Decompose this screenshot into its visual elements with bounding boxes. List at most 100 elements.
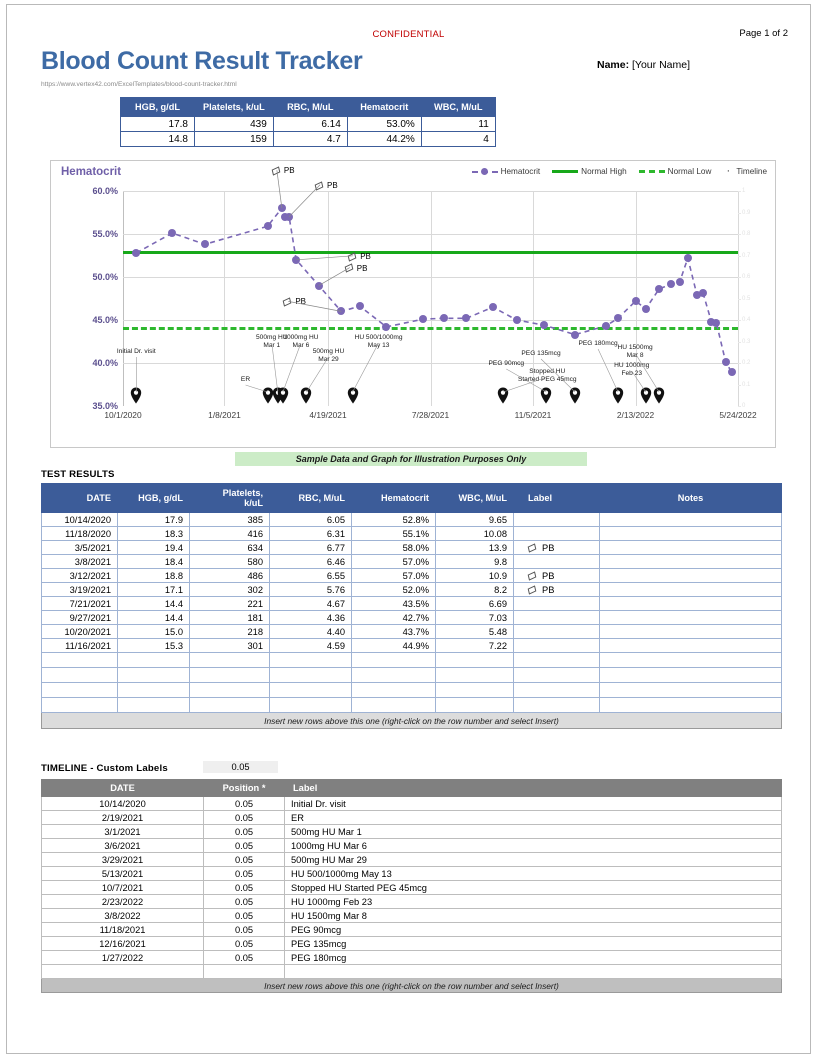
- result-date[interactable]: 3/19/2021: [41, 582, 118, 597]
- empty-cell[interactable]: [435, 652, 514, 668]
- empty-cell[interactable]: [351, 652, 436, 668]
- result-wbc[interactable]: 9.8: [435, 554, 514, 569]
- data-point[interactable]: [382, 322, 391, 331]
- th-timeline-position[interactable]: Position *: [203, 779, 285, 797]
- timeline-date[interactable]: 3/6/2021: [41, 838, 204, 853]
- data-point[interactable]: [201, 240, 209, 249]
- normal-high-rbc[interactable]: 6.14: [272, 116, 348, 132]
- result-hgb[interactable]: 17.9: [117, 512, 190, 527]
- normal-high-wbc[interactable]: 11: [420, 116, 496, 132]
- legend-item-timeline[interactable]: · Timeline: [723, 166, 767, 177]
- data-point[interactable]: [699, 289, 708, 298]
- result-platelets[interactable]: 302: [189, 582, 270, 597]
- empty-cell[interactable]: [599, 682, 782, 698]
- result-rbc[interactable]: 4.40: [269, 624, 352, 639]
- timeline-label[interactable]: 1000mg HU Mar 6: [284, 838, 782, 853]
- timeline-pin-icon[interactable]: [612, 387, 624, 404]
- th-notes[interactable]: Notes: [599, 483, 782, 513]
- result-hgb[interactable]: 15.3: [117, 638, 190, 653]
- data-point[interactable]: [540, 321, 549, 330]
- result-hematocrit[interactable]: 52.0%: [351, 582, 436, 597]
- result-label[interactable]: [513, 610, 600, 625]
- list-item[interactable]: 3/29/2021 0.05 500mg HU Mar 29: [41, 852, 782, 867]
- result-platelets[interactable]: 218: [189, 624, 270, 639]
- th-hgb[interactable]: HGB, g/dL: [117, 483, 190, 513]
- result-platelets[interactable]: 486: [189, 568, 270, 583]
- timeline-position[interactable]: 0.05: [203, 852, 285, 867]
- empty-cell[interactable]: [351, 682, 436, 698]
- empty-cell[interactable]: [189, 652, 270, 668]
- result-hgb[interactable]: 19.4: [117, 540, 190, 555]
- result-hematocrit[interactable]: 58.0%: [351, 540, 436, 555]
- normal-low-hematocrit[interactable]: 44.2%: [346, 131, 422, 147]
- timeline-label[interactable]: HU 1000mg Feb 23: [284, 894, 782, 909]
- result-notes[interactable]: [599, 596, 782, 611]
- table-row[interactable]: 11/16/2021 15.3 301 4.59 44.9% 7.22: [41, 638, 782, 653]
- table-row[interactable]: 10/14/2020 17.9 385 6.05 52.8% 9.65: [41, 512, 782, 527]
- result-wbc[interactable]: 8.2: [435, 582, 514, 597]
- th-timeline-date[interactable]: DATE: [41, 779, 204, 797]
- result-rbc[interactable]: 6.31: [269, 526, 352, 541]
- normal-high-platelets[interactable]: 439: [194, 116, 274, 132]
- list-item[interactable]: 1/27/2022 0.05 PEG 180mcg: [41, 950, 782, 965]
- timeline-date[interactable]: 3/29/2021: [41, 852, 204, 867]
- empty-cell[interactable]: [269, 697, 352, 713]
- result-wbc[interactable]: 10.08: [435, 526, 514, 541]
- timeline-date[interactable]: 2/19/2021: [41, 810, 204, 825]
- data-point[interactable]: [314, 281, 323, 290]
- table-row-empty[interactable]: [41, 667, 782, 683]
- result-date[interactable]: 10/20/2021: [41, 624, 118, 639]
- result-label[interactable]: PB: [513, 540, 600, 555]
- list-item[interactable]: 5/13/2021 0.05 HU 500/1000mg May 13: [41, 866, 782, 881]
- th-timeline-label[interactable]: Label: [284, 779, 782, 797]
- data-point[interactable]: [419, 315, 428, 324]
- result-platelets[interactable]: 416: [189, 526, 270, 541]
- result-rbc[interactable]: 4.36: [269, 610, 352, 625]
- result-wbc[interactable]: 9.65: [435, 512, 514, 527]
- empty-cell[interactable]: [435, 697, 514, 713]
- data-point[interactable]: [439, 314, 448, 323]
- result-platelets[interactable]: 580: [189, 554, 270, 569]
- result-date[interactable]: 7/21/2021: [41, 596, 118, 611]
- timeline-pin-icon[interactable]: [300, 387, 312, 404]
- data-point[interactable]: [667, 279, 676, 288]
- timeline-label[interactable]: ER: [284, 810, 782, 825]
- result-wbc[interactable]: 10.9: [435, 568, 514, 583]
- timeline-position[interactable]: 0.05: [203, 894, 285, 909]
- result-hematocrit[interactable]: 43.5%: [351, 596, 436, 611]
- empty-cell[interactable]: [41, 682, 118, 698]
- result-rbc[interactable]: 4.67: [269, 596, 352, 611]
- result-hgb[interactable]: 15.0: [117, 624, 190, 639]
- result-wbc[interactable]: 7.03: [435, 610, 514, 625]
- empty-cell[interactable]: [284, 964, 782, 979]
- legend-item-hematocrit[interactable]: Hematocrit: [471, 167, 540, 176]
- list-item[interactable]: 12/16/2021 0.05 PEG 135mcg: [41, 936, 782, 951]
- result-notes[interactable]: [599, 568, 782, 583]
- empty-cell[interactable]: [435, 682, 514, 698]
- result-rbc[interactable]: 4.59: [269, 638, 352, 653]
- data-point[interactable]: [512, 316, 521, 324]
- th-label[interactable]: Label: [513, 483, 600, 513]
- result-notes[interactable]: [599, 554, 782, 569]
- result-hematocrit[interactable]: 44.9%: [351, 638, 436, 653]
- result-hgb[interactable]: 14.4: [117, 610, 190, 625]
- result-wbc[interactable]: 6.69: [435, 596, 514, 611]
- data-point[interactable]: [462, 314, 471, 323]
- empty-cell[interactable]: [203, 964, 285, 979]
- data-point[interactable]: [721, 358, 730, 367]
- data-point[interactable]: [641, 304, 650, 313]
- timeline-label[interactable]: HU 1500mg Mar 8: [284, 908, 782, 923]
- table-row[interactable]: 3/5/2021 19.4 634 6.77 58.0% 13.9 PB: [41, 540, 782, 555]
- result-label[interactable]: [513, 554, 600, 569]
- data-point[interactable]: [132, 248, 141, 257]
- data-point[interactable]: [263, 222, 272, 231]
- empty-cell[interactable]: [513, 667, 600, 683]
- timeline-label[interactable]: Stopped HU Started PEG 45mcg: [284, 880, 782, 895]
- result-rbc[interactable]: 5.76: [269, 582, 352, 597]
- empty-cell[interactable]: [269, 652, 352, 668]
- table-row[interactable]: 11/18/2020 18.3 416 6.31 55.1% 10.08: [41, 526, 782, 541]
- timeline-label[interactable]: PEG 180mcg: [284, 950, 782, 965]
- timeline-position[interactable]: 0.05: [203, 796, 285, 811]
- result-hgb[interactable]: 18.4: [117, 554, 190, 569]
- empty-cell[interactable]: [41, 667, 118, 683]
